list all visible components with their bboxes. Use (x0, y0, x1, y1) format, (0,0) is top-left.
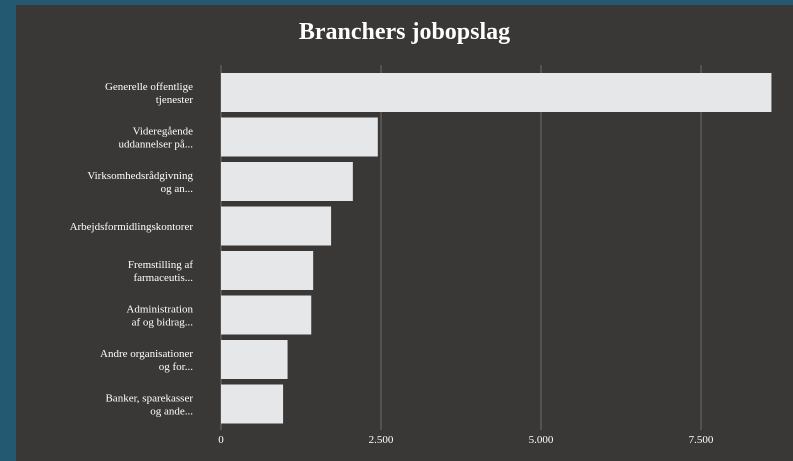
bar-4 (221, 251, 314, 290)
bar-chart: Generelle offentlige tjenester Videregåend… (70, 65, 772, 446)
bar-1 (221, 117, 378, 157)
category-label-5: Administration af og bidrag... (126, 304, 193, 329)
chart-title: Branchers jobopslag (298, 19, 511, 45)
bar-2 (221, 162, 353, 201)
bar-5 (221, 295, 312, 335)
x-tick-label-0: 0 (218, 434, 224, 446)
category-label-7: Banker, sparekasser og ande... (105, 393, 193, 418)
bar-3 (221, 206, 332, 246)
category-label-6: Andre organisationer og for... (100, 348, 193, 373)
x-tick-label-2: 5.000 (529, 434, 554, 446)
category-label-3: Arbejdsformidlingskontorer (70, 221, 194, 233)
chart-panel: Branchers jobopslag Generelle offentlige… (16, 5, 793, 461)
category-label-1: Videregående uddannelser på... (118, 126, 193, 151)
bar-6 (221, 340, 288, 379)
bar-7 (221, 384, 284, 424)
category-label-0: Generelle offentlige tjenester (105, 81, 193, 106)
category-label-4: Fremstilling af farmaceutis... (128, 259, 193, 284)
bar-0 (221, 73, 772, 112)
category-label-2: Virksomhedsrådgivning og an... (87, 170, 193, 195)
x-tick-label-3: 7.500 (689, 434, 714, 446)
x-tick-label-1: 2.500 (369, 434, 394, 446)
